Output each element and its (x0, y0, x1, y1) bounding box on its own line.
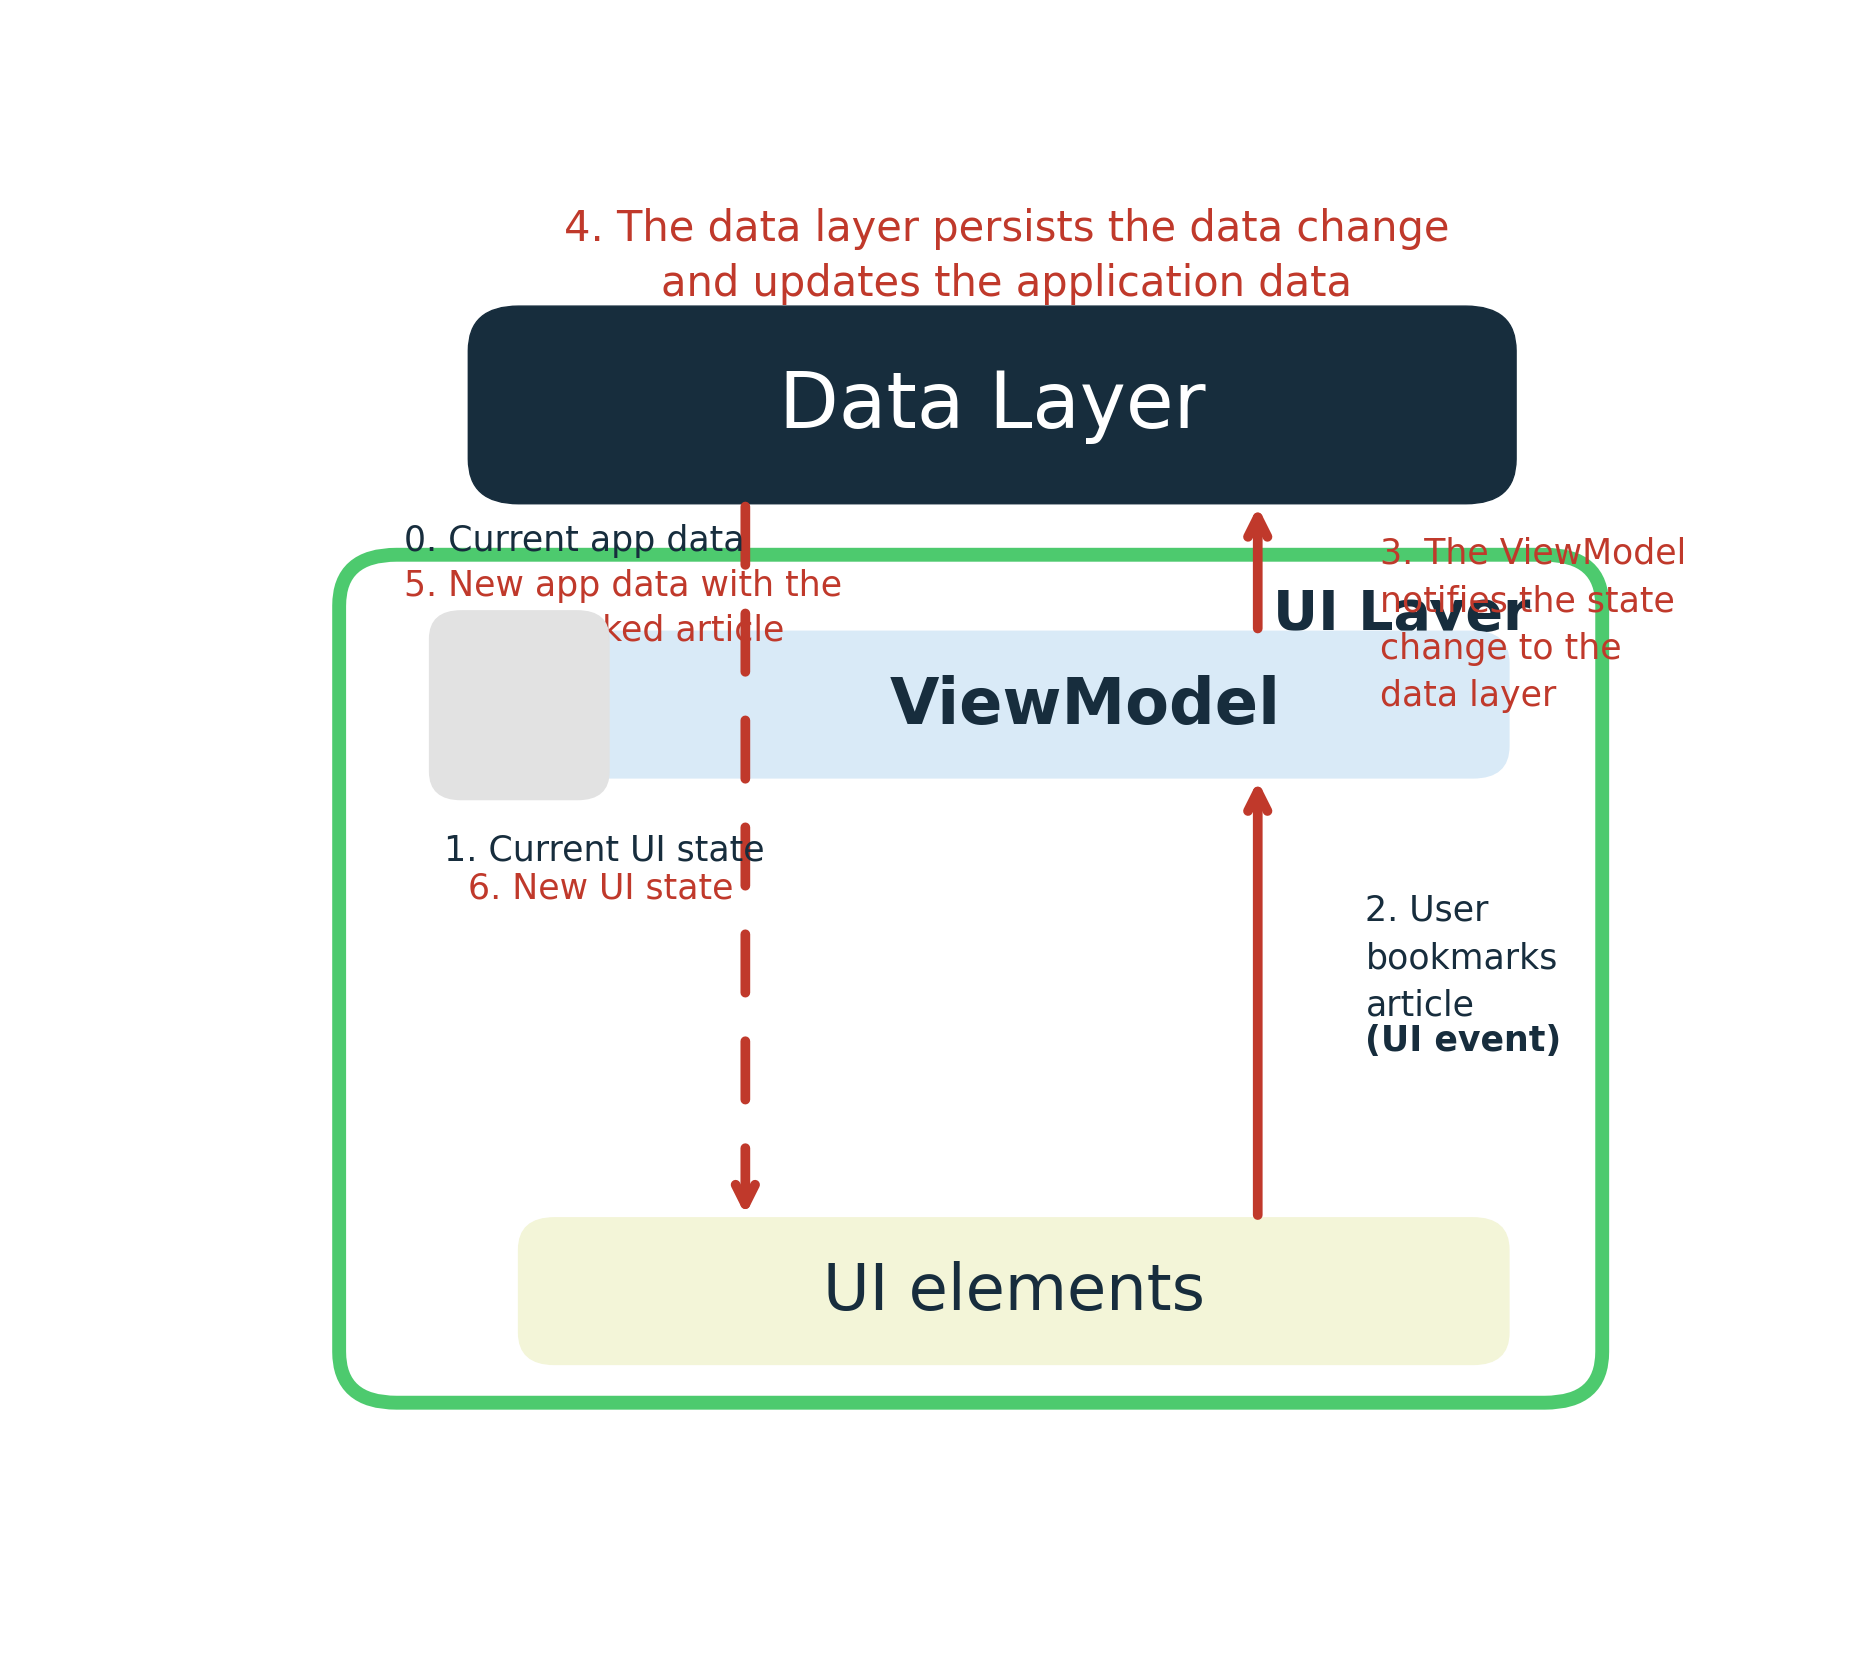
FancyBboxPatch shape (519, 1218, 1509, 1365)
Text: UI elements: UI elements (822, 1261, 1206, 1322)
Text: 1. Current UI state: 1. Current UI state (444, 832, 765, 867)
Text: 0. Current app data: 0. Current app data (404, 523, 745, 558)
Text: 6. New UI state: 6. New UI state (469, 872, 733, 905)
Text: 5. New app data with the
    bookmarked article: 5. New app data with the bookmarked arti… (404, 568, 843, 647)
FancyBboxPatch shape (519, 632, 1509, 778)
Text: UI Layer: UI Layer (1272, 588, 1530, 640)
Text: 4. The data layer persists the data change
and updates the application data: 4. The data layer persists the data chan… (563, 207, 1450, 305)
Text: Data Layer: Data Layer (780, 367, 1206, 444)
Text: UI
state: UI state (476, 675, 563, 736)
Text: (UI event): (UI event) (1365, 1023, 1561, 1058)
FancyBboxPatch shape (430, 611, 609, 799)
Text: 3. The ViewModel
notifies the state
change to the
data layer: 3. The ViewModel notifies the state chan… (1380, 536, 1685, 713)
Text: 2. User
bookmarks
article: 2. User bookmarks article (1365, 894, 1558, 1023)
Text: ViewModel: ViewModel (891, 674, 1282, 736)
FancyBboxPatch shape (339, 556, 1602, 1403)
FancyBboxPatch shape (469, 306, 1517, 505)
